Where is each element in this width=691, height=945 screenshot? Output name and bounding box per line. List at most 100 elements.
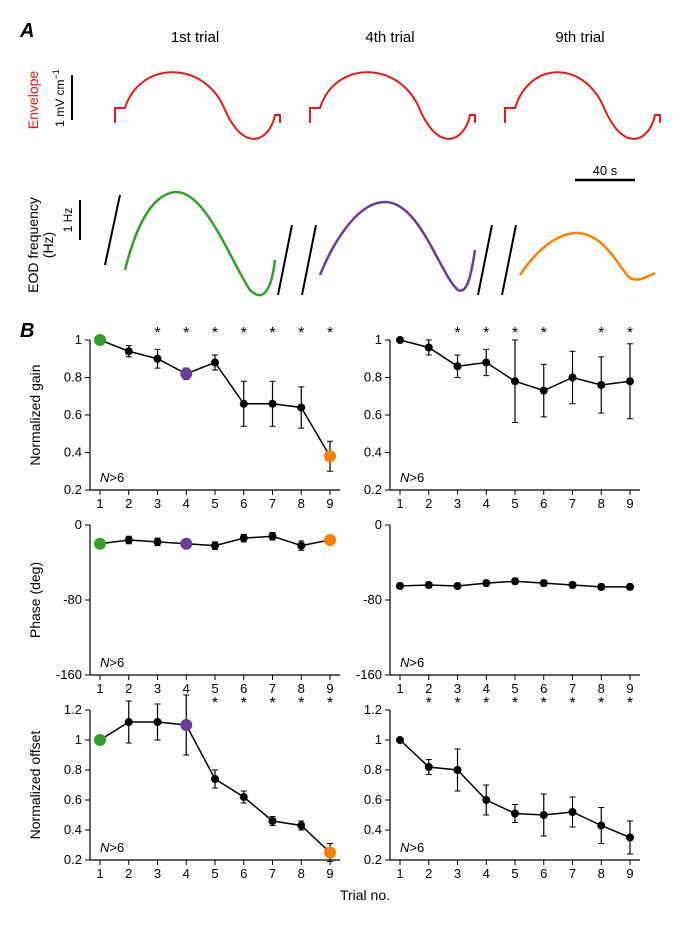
n-label: N>6 [100, 655, 124, 670]
data-marker [626, 583, 634, 591]
data-marker [180, 719, 192, 731]
data-marker [569, 581, 577, 589]
data-marker [240, 793, 248, 801]
n-label: N>6 [400, 655, 424, 670]
xtick-label: 2 [125, 681, 132, 696]
slash-4a [302, 225, 316, 295]
xtick-label: 8 [298, 866, 305, 881]
xtick-label: 9 [626, 681, 633, 696]
data-marker [297, 404, 305, 412]
xtick-label: 4 [183, 496, 190, 511]
xtick-label: 2 [425, 681, 432, 696]
chart-offL: 0.20.40.60.811.2123456789*****N>6Normali… [27, 695, 340, 881]
data-marker [125, 347, 133, 355]
time-scalebar-label: 40 s [593, 163, 618, 178]
xtick-label: 2 [425, 496, 432, 511]
data-marker [180, 538, 192, 550]
xtick-label: 3 [154, 866, 161, 881]
slash-1b [278, 225, 292, 295]
data-marker [240, 400, 248, 408]
xtick-label: 2 [425, 866, 432, 881]
data-marker [454, 766, 462, 774]
data-marker [240, 534, 248, 542]
slash-1a [105, 195, 120, 265]
sig-star: * [327, 695, 333, 712]
sig-star: * [454, 695, 460, 712]
data-marker [324, 534, 336, 546]
sig-star: * [269, 695, 275, 712]
ytick-label: 0.4 [364, 822, 382, 837]
panel-b: B 0.20.40.60.81123456789*******N>6Normal… [20, 320, 671, 925]
data-marker [94, 334, 106, 346]
sig-star: * [298, 695, 304, 712]
xtick-label: 9 [326, 681, 333, 696]
eod-ylabel: EOD frequency(Hz) [25, 197, 56, 293]
xtick-label: 2 [125, 496, 132, 511]
data-marker [269, 400, 277, 408]
data-marker [396, 336, 404, 344]
ytick-label: 0.2 [364, 482, 382, 497]
xtick-label: 1 [396, 496, 403, 511]
xtick-label: 3 [154, 681, 161, 696]
trial-title-1: 1st trial [171, 29, 219, 46]
xtick-label: 7 [569, 866, 576, 881]
data-marker [154, 718, 162, 726]
panel-b-label: B [20, 320, 34, 343]
data-marker [597, 381, 605, 389]
xtick-label: 5 [511, 866, 518, 881]
sig-star: * [512, 695, 518, 712]
ytick-label: 0 [75, 517, 82, 532]
ytick-label: 0.2 [64, 482, 82, 497]
sig-star: * [454, 325, 460, 342]
xtick-label: 7 [269, 866, 276, 881]
data-marker [454, 362, 462, 370]
panel-b-svg: 0.20.40.60.81123456789*******N>6Normaliz… [20, 320, 671, 920]
data-marker [482, 359, 490, 367]
xtick-label: 6 [540, 866, 547, 881]
xtick-label: 4 [183, 866, 190, 881]
y-axis-label: Normalized gain [27, 364, 43, 465]
sig-star: * [541, 695, 547, 712]
ytick-label: 0.6 [364, 407, 382, 422]
ytick-label: 0.8 [64, 370, 82, 385]
chart-offR: 0.20.40.60.811.2123456789********N>6 [364, 695, 640, 881]
eod-trace-1 [125, 192, 275, 295]
xtick-label: 6 [540, 496, 547, 511]
env-trace-9 [505, 72, 660, 139]
xtick-label: 8 [298, 496, 305, 511]
data-marker [482, 796, 490, 804]
sig-star: * [627, 695, 633, 712]
data-marker [180, 368, 192, 380]
data-marker [540, 811, 548, 819]
xtick-label: 8 [298, 681, 305, 696]
sig-star: * [154, 325, 160, 342]
xtick-label: 6 [240, 866, 247, 881]
ytick-label: 1 [75, 732, 82, 747]
panel-a-label: A [20, 20, 34, 43]
data-marker [211, 542, 219, 550]
sig-star: * [327, 325, 333, 342]
sig-star: * [627, 325, 633, 342]
xtick-label: 7 [269, 496, 276, 511]
xtick-label: 6 [240, 681, 247, 696]
ytick-label: 0.4 [364, 445, 382, 460]
data-marker [297, 542, 305, 550]
xtick-label: 4 [483, 681, 490, 696]
ytick-label: 0.8 [364, 370, 382, 385]
data-marker [454, 582, 462, 590]
n-label: N>6 [100, 470, 124, 485]
data-marker [125, 718, 133, 726]
n-label: N>6 [400, 840, 424, 855]
data-marker [125, 536, 133, 544]
xtick-label: 9 [326, 496, 333, 511]
ytick-label: -80 [363, 592, 382, 607]
ytick-label: 0.6 [64, 792, 82, 807]
data-marker [626, 834, 634, 842]
sig-star: * [569, 695, 575, 712]
data-marker [425, 344, 433, 352]
ytick-label: 1.2 [364, 702, 382, 717]
xtick-label: 5 [211, 496, 218, 511]
xtick-label: 3 [154, 496, 161, 511]
ytick-label: 1 [75, 332, 82, 347]
data-marker [94, 538, 106, 550]
